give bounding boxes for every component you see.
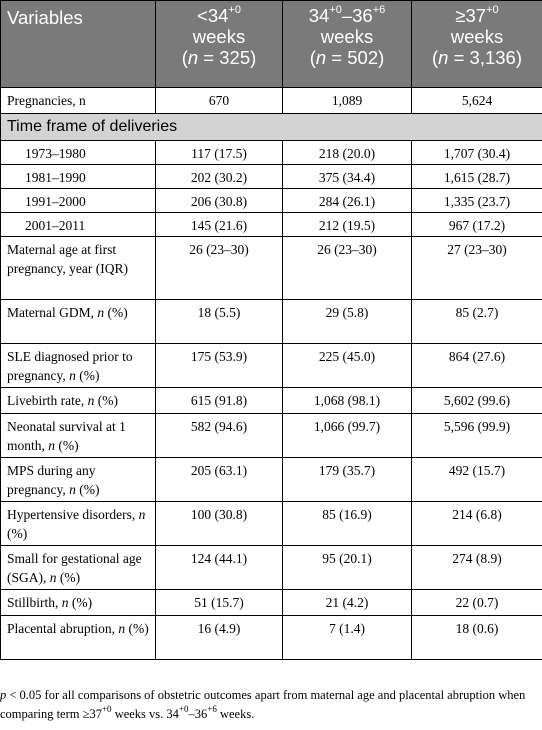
table-row: Maternal GDM, n (%) 18 (5.5) 29 (5.8) 85…	[0, 299, 542, 344]
cell-lt34: 582 (94.6)	[155, 413, 283, 458]
row-label: MPS during any pregnancy, n (%)	[0, 457, 156, 502]
cell-ge37: 1,335 (23.7)	[411, 188, 542, 213]
cell-ge37: 5,596 (99.9)	[411, 413, 542, 458]
cell-lt34: 16 (4.9)	[155, 615, 283, 660]
outcomes-table: Variables <34+0 weeks (n = 325) 34+0–36+…	[0, 0, 542, 660]
cell-34-36: 7 (1.4)	[282, 615, 412, 660]
row-label: Hypertensive disorders, n (%)	[0, 501, 156, 546]
table-row: Livebirth rate, n (%) 615 (91.8) 1,068 (…	[0, 387, 542, 414]
header-term: ≥37+0 weeks (n = 3,136)	[411, 0, 542, 88]
cell-34-36: 179 (35.7)	[282, 457, 412, 502]
row-label: 1973–1980	[0, 140, 156, 165]
cell-lt34: 175 (53.9)	[155, 343, 283, 388]
cell-ge37: 5,624	[411, 87, 542, 114]
table-row: Stillbirth, n (%) 51 (15.7) 21 (4.2) 22 …	[0, 589, 542, 616]
row-label: Small for gestational age (SGA), n (%)	[0, 545, 156, 590]
row-label: Stillbirth, n (%)	[0, 589, 156, 616]
section-row: Time frame of deliveries	[0, 113, 542, 141]
cell-34-36: 26 (23–30)	[282, 236, 412, 300]
cell-ge37: 967 (17.2)	[411, 212, 542, 237]
row-label: Livebirth rate, n (%)	[0, 387, 156, 414]
cell-34-36: 21 (4.2)	[282, 589, 412, 616]
cell-34-36: 225 (45.0)	[282, 343, 412, 388]
header-row: Variables <34+0 weeks (n = 325) 34+0–36+…	[0, 0, 542, 88]
table-footnote: p < 0.05 for all comparisons of obstetri…	[0, 688, 526, 721]
cell-34-36: 1,089	[282, 87, 412, 114]
cell-34-36: 375 (34.4)	[282, 164, 412, 189]
cell-lt34: 206 (30.8)	[155, 188, 283, 213]
row-label: SLE diagnosed prior to pregnancy, n (%)	[0, 343, 156, 388]
cell-lt34: 18 (5.5)	[155, 299, 283, 344]
header-variables: Variables	[0, 0, 156, 88]
cell-lt34: 202 (30.2)	[155, 164, 283, 189]
cell-34-36: 284 (26.1)	[282, 188, 412, 213]
table-row: 2001–2011 145 (21.6) 212 (19.5) 967 (17.…	[0, 212, 542, 237]
cell-34-36: 29 (5.8)	[282, 299, 412, 344]
cell-ge37: 22 (0.7)	[411, 589, 542, 616]
cell-lt34: 670	[155, 87, 283, 114]
cell-ge37: 85 (2.7)	[411, 299, 542, 344]
cell-lt34: 205 (63.1)	[155, 457, 283, 502]
cell-ge37: 5,602 (99.6)	[411, 387, 542, 414]
cell-lt34: 615 (91.8)	[155, 387, 283, 414]
row-label: Maternal age at first pregnancy, year (I…	[0, 236, 156, 300]
cell-ge37: 274 (8.9)	[411, 545, 542, 590]
cell-lt34: 26 (23–30)	[155, 236, 283, 300]
cell-34-36: 218 (20.0)	[282, 140, 412, 165]
cell-34-36: 1,066 (99.7)	[282, 413, 412, 458]
cell-lt34: 145 (21.6)	[155, 212, 283, 237]
row-label: Pregnancies, n	[0, 87, 156, 114]
cell-ge37: 214 (6.8)	[411, 501, 542, 546]
table-row: Pregnancies, n 670 1,089 5,624	[0, 87, 542, 114]
cell-ge37: 27 (23–30)	[411, 236, 542, 300]
cell-34-36: 95 (20.1)	[282, 545, 412, 590]
table-row: 1973–1980 117 (17.5) 218 (20.0) 1,707 (3…	[0, 140, 542, 165]
table-row: Hypertensive disorders, n (%) 100 (30.8)…	[0, 501, 542, 546]
cell-34-36: 1,068 (98.1)	[282, 387, 412, 414]
table-row: 1991–2000 206 (30.8) 284 (26.1) 1,335 (2…	[0, 188, 542, 213]
cell-34-36: 212 (19.5)	[282, 212, 412, 237]
row-label: 1991–2000	[0, 188, 156, 213]
header-late-preterm: 34+0–36+6 weeks (n = 502)	[282, 0, 412, 88]
cell-lt34: 51 (15.7)	[155, 589, 283, 616]
cell-ge37: 1,707 (30.4)	[411, 140, 542, 165]
table-row: Neonatal survival at 1 month, n (%) 582 …	[0, 413, 542, 458]
cell-lt34: 124 (44.1)	[155, 545, 283, 590]
row-label: 2001–2011	[0, 212, 156, 237]
cell-ge37: 864 (27.6)	[411, 343, 542, 388]
table-row: 1981–1990 202 (30.2) 375 (34.4) 1,615 (2…	[0, 164, 542, 189]
section-time-frame: Time frame of deliveries	[0, 113, 542, 141]
table-row: Maternal age at first pregnancy, year (I…	[0, 236, 542, 300]
cell-lt34: 117 (17.5)	[155, 140, 283, 165]
cell-34-36: 85 (16.9)	[282, 501, 412, 546]
row-label: 1981–1990	[0, 164, 156, 189]
header-preterm-lt34: <34+0 weeks (n = 325)	[155, 0, 283, 88]
row-label: Maternal GDM, n (%)	[0, 299, 156, 344]
cell-ge37: 492 (15.7)	[411, 457, 542, 502]
cell-ge37: 1,615 (28.7)	[411, 164, 542, 189]
table-row: SLE diagnosed prior to pregnancy, n (%) …	[0, 343, 542, 388]
table-row: Small for gestational age (SGA), n (%) 1…	[0, 545, 542, 590]
row-label: Placental abruption, n (%)	[0, 615, 156, 660]
cell-ge37: 18 (0.6)	[411, 615, 542, 660]
table-row: Placental abruption, n (%) 16 (4.9) 7 (1…	[0, 615, 542, 660]
row-label: Neonatal survival at 1 month, n (%)	[0, 413, 156, 458]
table-row: MPS during any pregnancy, n (%) 205 (63.…	[0, 457, 542, 502]
cell-lt34: 100 (30.8)	[155, 501, 283, 546]
